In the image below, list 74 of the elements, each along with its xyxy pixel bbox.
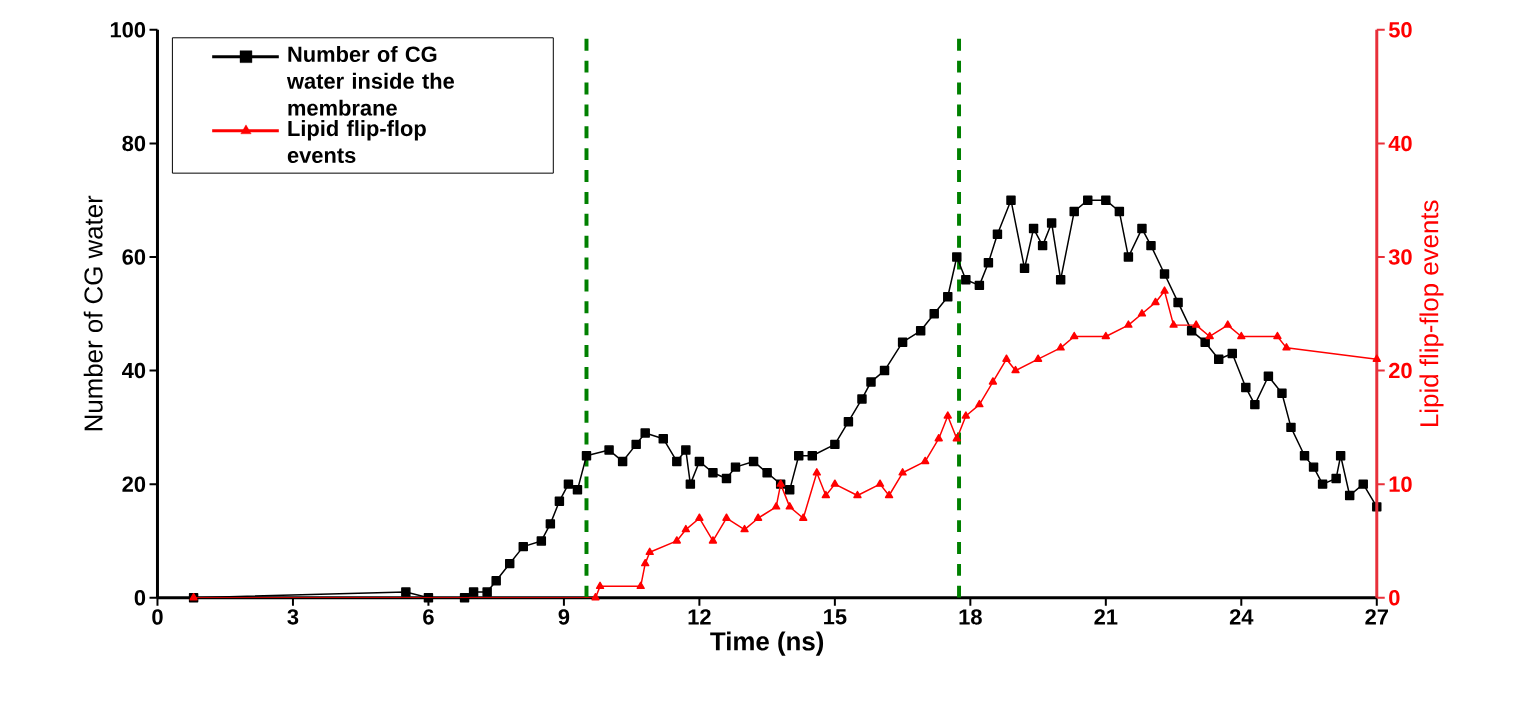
point (975, 399, 984, 408)
legend-label: Lipid flip-flop events (287, 120, 426, 163)
point (681, 524, 691, 533)
point (1101, 331, 1111, 340)
point (595, 581, 605, 590)
legend-label: Number of CG water inside the membrane (286, 45, 454, 116)
point (1124, 320, 1133, 328)
point (1282, 343, 1291, 351)
x-tick-label: 12 (688, 609, 711, 625)
point (636, 581, 645, 590)
point (753, 513, 763, 521)
point (812, 468, 821, 476)
y-axis-title: Number of CG water (83, 195, 103, 431)
x-tick-label: 3 (287, 609, 299, 625)
point (1151, 297, 1160, 306)
x-tick-label: 9 (558, 609, 570, 625)
point (934, 433, 943, 442)
point (821, 490, 831, 499)
x-tick-label: 6 (423, 609, 434, 625)
point (1002, 354, 1011, 362)
y2-tick-label: 50 (1388, 22, 1412, 38)
y-tick-label: 40 (122, 362, 146, 379)
point (1169, 320, 1178, 328)
point (1205, 331, 1214, 340)
y2-tick-label: 10 (1389, 476, 1412, 492)
point (1223, 320, 1232, 328)
point (875, 479, 885, 487)
x-tick-label: 0 (152, 609, 163, 625)
point (1160, 286, 1169, 294)
x-tick-label: 15 (824, 609, 847, 625)
point (695, 513, 704, 521)
point (830, 479, 840, 487)
point (645, 547, 654, 556)
y-tick-label: 80 (122, 135, 146, 152)
point (771, 502, 781, 510)
point (952, 433, 961, 442)
point (1137, 309, 1147, 317)
point (1191, 320, 1201, 328)
y2-tick-label: 0 (1389, 589, 1400, 606)
point (708, 536, 718, 544)
point (785, 502, 794, 510)
y2-tick-label: 20 (1389, 362, 1412, 379)
point (1273, 331, 1282, 340)
x-tick-label: 18 (959, 609, 982, 625)
point (641, 558, 650, 567)
point (853, 490, 862, 499)
point (988, 377, 998, 385)
y-tick-label: 0 (134, 589, 146, 606)
point (740, 524, 749, 533)
point (898, 468, 907, 476)
point (591, 592, 600, 601)
y-tick-label: 100 (110, 22, 146, 38)
point (1056, 343, 1065, 351)
point (1070, 331, 1079, 340)
y-tick-label: 60 (122, 249, 146, 265)
y2-tick-label: 30 (1388, 249, 1412, 265)
point (1033, 354, 1043, 362)
y-tick-label: 20 (122, 476, 146, 492)
x-tick-label: 24 (1229, 609, 1254, 625)
point (722, 513, 731, 521)
point (920, 456, 930, 465)
point (961, 411, 971, 419)
point (943, 411, 952, 419)
point (884, 490, 894, 499)
x-tick-label: 27 (1365, 609, 1388, 625)
point (1372, 354, 1381, 362)
point (672, 536, 682, 544)
x-axis-title: Time (ns) (710, 631, 824, 656)
y2-tick-label: 40 (1388, 135, 1412, 152)
point (1237, 331, 1246, 340)
point (1011, 365, 1020, 374)
y2-axis-title: Lipid flip-flop events (1419, 200, 1444, 426)
x-tick-label: 21 (1094, 609, 1118, 625)
point (799, 513, 808, 521)
